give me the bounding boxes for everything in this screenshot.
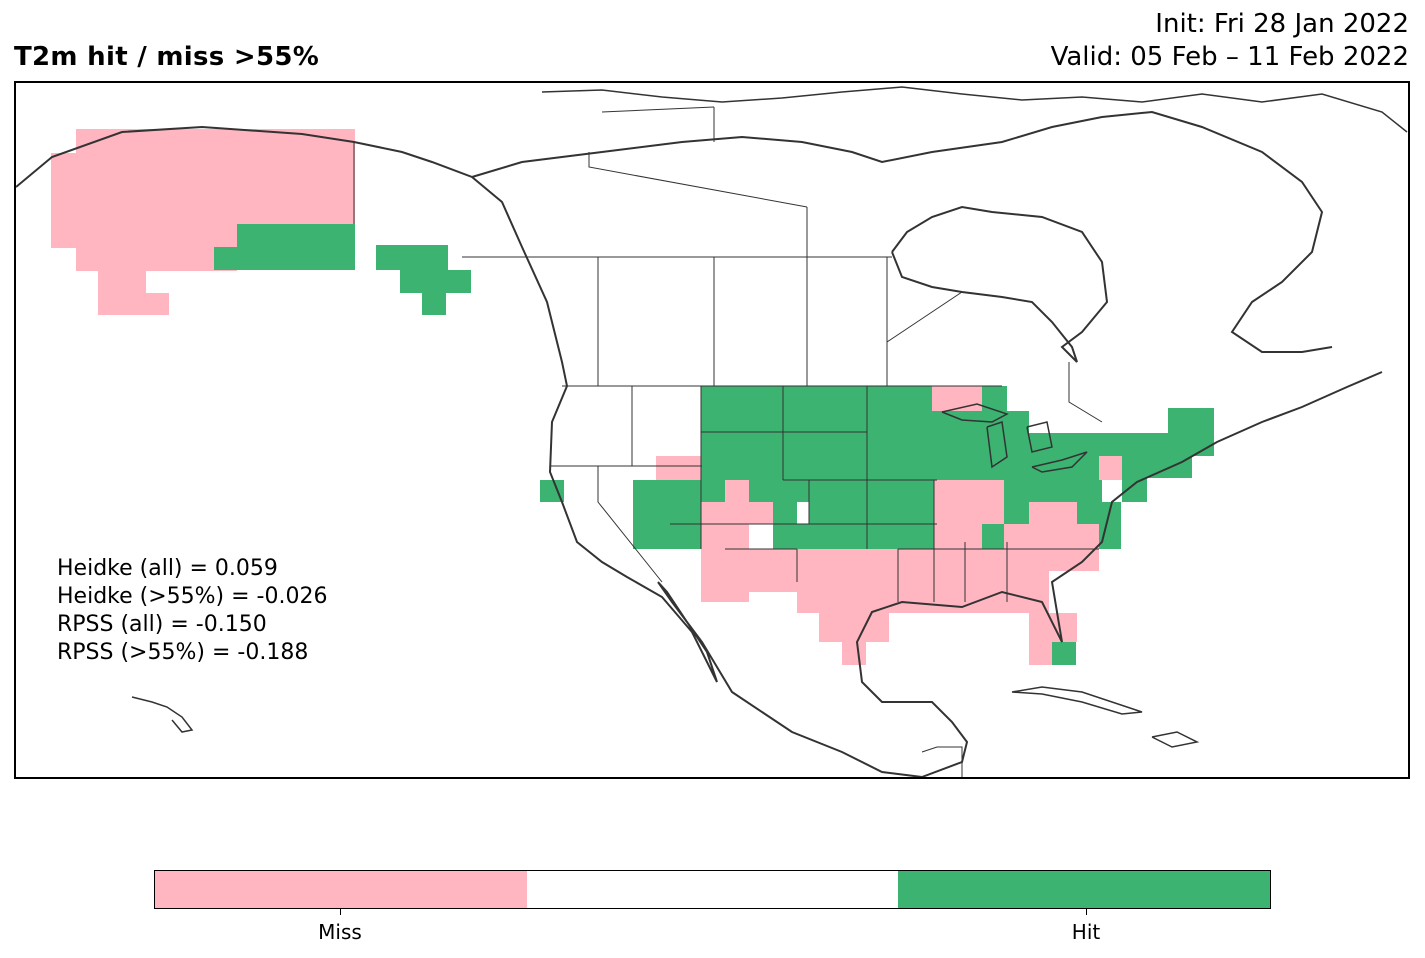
miss-cell-3 bbox=[98, 271, 146, 293]
boundary-line-29 bbox=[921, 746, 963, 777]
colorbar-tick-hit bbox=[1086, 909, 1087, 915]
colorbar-miss-segment bbox=[155, 871, 527, 908]
hit-cell-41 bbox=[1124, 433, 1168, 456]
boundary-line-26 bbox=[588, 152, 808, 208]
miss-cell-53 bbox=[1029, 613, 1053, 665]
miss-cell-51 bbox=[819, 613, 889, 642]
miss-cell-34 bbox=[1029, 502, 1054, 524]
boundary-line-24 bbox=[886, 291, 963, 343]
hit-cell-5 bbox=[237, 224, 355, 270]
hit-cell-55 bbox=[1052, 642, 1076, 665]
hit-cell-13 bbox=[701, 480, 725, 502]
rpss-55-score: RPSS (>55%) = -0.188 bbox=[57, 640, 309, 665]
hit-cell-18 bbox=[773, 502, 797, 524]
lake-superior-outline bbox=[941, 403, 1009, 423]
lake-huron-outline bbox=[1026, 421, 1053, 453]
hit-cell-39 bbox=[1099, 433, 1124, 456]
lake-erie-outline bbox=[1031, 451, 1088, 473]
hit-cell-44 bbox=[1192, 433, 1214, 456]
colorbar-label-miss: Miss bbox=[318, 920, 362, 944]
hit-cell-22 bbox=[809, 480, 937, 549]
miss-cell-49 bbox=[773, 572, 797, 592]
miss-cell-1 bbox=[51, 153, 76, 248]
miss-cell-0 bbox=[76, 129, 355, 224]
miss-cell-28 bbox=[932, 386, 982, 411]
boundary-line-4 bbox=[597, 466, 663, 583]
hit-cell-6 bbox=[214, 247, 237, 270]
hit-cell-9 bbox=[422, 293, 446, 315]
init-date: Init: Fri 28 Jan 2022 bbox=[1155, 9, 1409, 39]
skill-scores: Heidke (all) = 0.059 Heidke (>55%) = -0.… bbox=[57, 555, 327, 667]
hit-cell-38 bbox=[1054, 433, 1099, 480]
hit-cell-32 bbox=[1029, 456, 1054, 503]
miss-cell-37 bbox=[1097, 456, 1122, 480]
lake-michigan-outline bbox=[986, 421, 1008, 469]
miss-cell-4 bbox=[98, 293, 169, 315]
hispaniola-outline bbox=[1151, 731, 1200, 748]
hit-cell-10 bbox=[540, 480, 564, 502]
hit-cell-11 bbox=[633, 480, 701, 549]
boundary-line-25 bbox=[1068, 362, 1103, 423]
colorbar bbox=[154, 870, 1271, 909]
hit-cell-30 bbox=[1004, 480, 1029, 502]
hit-cell-19 bbox=[749, 480, 809, 502]
coastline-0 bbox=[16, 125, 1383, 777]
miss-cell-52 bbox=[842, 642, 866, 665]
miss-cell-47 bbox=[1049, 549, 1099, 571]
heidke-55-score: Heidke (>55%) = -0.026 bbox=[57, 584, 328, 609]
map-title: T2m hit / miss >55% bbox=[14, 42, 320, 72]
hit-cell-45 bbox=[982, 524, 1004, 549]
hit-cell-8 bbox=[400, 270, 471, 293]
miss-cell-16 bbox=[701, 524, 749, 602]
forecast-dates: Init: Fri 28 Jan 2022 Valid: 05 Feb – 11… bbox=[1051, 8, 1409, 74]
boundary-line-28 bbox=[601, 106, 715, 113]
heidke-all-score: Heidke (all) = 0.059 bbox=[57, 556, 278, 581]
hit-cell-21 bbox=[701, 386, 937, 480]
miss-cell-2 bbox=[76, 224, 237, 271]
miss-cell-48 bbox=[797, 549, 1007, 613]
cuba-outline bbox=[1011, 686, 1143, 715]
hit-cell-23 bbox=[937, 411, 1007, 480]
miss-cell-14 bbox=[725, 480, 749, 502]
colorbar-label-hit: Hit bbox=[1071, 920, 1101, 944]
miss-cell-12 bbox=[656, 456, 701, 480]
hit-cell-33 bbox=[1052, 480, 1102, 502]
miss-cell-35 bbox=[1052, 502, 1077, 524]
map-panel bbox=[14, 81, 1410, 779]
arctic-islands-outline bbox=[541, 86, 1408, 133]
colorbar-neutral-segment bbox=[526, 871, 899, 908]
rpss-all-score: RPSS (all) = -0.150 bbox=[57, 612, 267, 637]
hawaii-outline bbox=[131, 696, 194, 733]
miss-cell-46 bbox=[1004, 524, 1099, 549]
hudson-bay-outline bbox=[891, 205, 1109, 363]
miss-cell-15 bbox=[701, 502, 773, 524]
hit-cell-7 bbox=[376, 245, 448, 270]
valid-period: Valid: 05 Feb – 11 Feb 2022 bbox=[1050, 42, 1409, 72]
colorbar-tick-miss bbox=[340, 909, 341, 915]
map-canvas bbox=[16, 86, 1408, 777]
hit-cell-26 bbox=[1007, 411, 1029, 480]
miss-cell-54 bbox=[1053, 613, 1077, 642]
colorbar-hit-segment bbox=[898, 871, 1271, 908]
hit-cell-31 bbox=[1004, 502, 1029, 524]
arctic-coastline bbox=[471, 110, 1333, 353]
